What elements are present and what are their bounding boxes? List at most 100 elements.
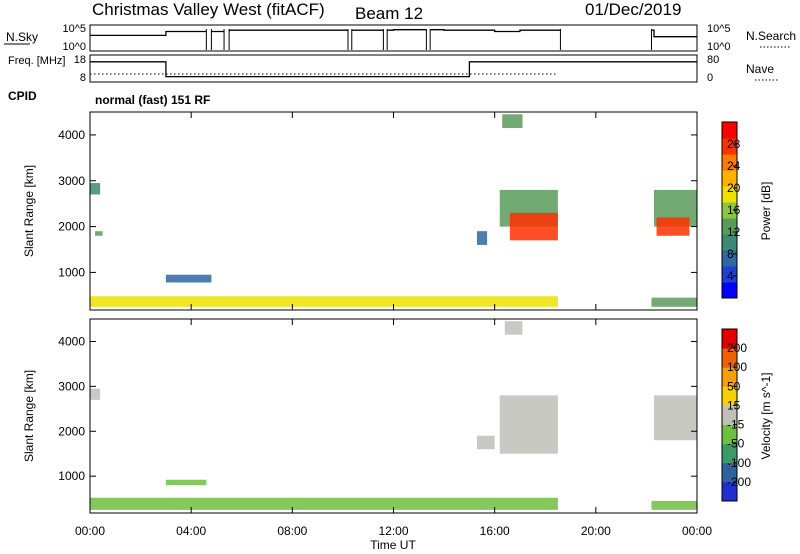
nsky-panel: N.Sky 10^5 10^0 10^5 10^0 N.Search bbox=[4, 23, 796, 53]
nsky-tick-right-bottom: 10^0 bbox=[707, 41, 731, 53]
beam-label: Beam 12 bbox=[355, 4, 423, 23]
velocity-colorbar-swatch bbox=[722, 481, 737, 502]
power-echo-region bbox=[95, 231, 103, 236]
power-colorbar-tick-label: 4 bbox=[727, 269, 734, 283]
freq-tick-left-top: 18 bbox=[74, 54, 86, 66]
velocity-colorbar-tick-label: -200 bbox=[727, 475, 751, 489]
velocity-colorbar-swatch bbox=[722, 424, 737, 445]
power-colorbar-tick-label: 16 bbox=[727, 203, 741, 217]
power-ytick-label: 1000 bbox=[58, 265, 85, 279]
freq-series bbox=[90, 61, 697, 78]
nsky-frame bbox=[89, 24, 698, 52]
power-colorbar-swatch bbox=[722, 234, 737, 251]
velocity-colorbar-tick-label: 50 bbox=[727, 379, 741, 393]
power-echo-region bbox=[476, 231, 488, 245]
power-colorbar-swatch bbox=[722, 170, 737, 187]
velocity-data bbox=[90, 321, 697, 510]
power-colorbar-swatch bbox=[722, 122, 737, 139]
power-data bbox=[90, 114, 697, 307]
nsky-gap bbox=[224, 26, 230, 50]
velocity-ylabel: Slant Range [km] bbox=[22, 370, 36, 462]
time-tick-label: 20:00 bbox=[581, 524, 611, 538]
power-colorbar-swatch bbox=[722, 202, 737, 219]
power-echo-region bbox=[656, 217, 690, 236]
power-colorbar-tick-label: 8 bbox=[727, 247, 734, 261]
nsky-tick-left-bottom: 10^0 bbox=[62, 41, 86, 53]
velocity-colorbar-frame bbox=[721, 328, 738, 502]
nsky-tick-left-top: 10^5 bbox=[62, 23, 86, 35]
freq-tick-left-bottom: 8 bbox=[80, 72, 86, 84]
velocity-ytick-label: 4000 bbox=[58, 334, 85, 348]
velocity-echo-region bbox=[654, 395, 697, 441]
velocity-colorbar-tick-label: -100 bbox=[727, 456, 751, 470]
velocity-colorbar-label: Velocity [m s^-1] bbox=[759, 373, 773, 460]
nsky-series bbox=[90, 26, 697, 50]
nave-label: Nave bbox=[746, 62, 774, 76]
nsky-ylabel: N.Sky bbox=[6, 30, 38, 44]
power-panel: 1000 2000 3000 4000 Slant Range [km] 4 8 12 16… bbox=[22, 111, 773, 311]
velocity-colorbar-tick-label: 15 bbox=[727, 398, 741, 412]
velocity-echo-region bbox=[476, 435, 495, 450]
velocity-panel: 1000 2000 3000 4000 00:00 04:00 08:00 12:00 16:… bbox=[22, 112, 773, 552]
station-title: Christmas Valley West (fitACF) bbox=[92, 0, 325, 19]
freq-panel: Freq. [MHz] 18 8 80 0 Nave bbox=[8, 54, 778, 84]
power-colorbar-tick-label: 28 bbox=[727, 137, 741, 151]
time-axis-label: Time UT bbox=[370, 538, 416, 552]
power-colorbar-tick-label: 24 bbox=[727, 159, 741, 173]
velocity-y-axis: 1000 2000 3000 4000 bbox=[58, 334, 697, 483]
time-tick-label: 12:00 bbox=[378, 524, 408, 538]
nsearch-label: N.Search bbox=[746, 29, 796, 43]
power-colorbar: 4 8 12 16 20 24 28 bbox=[721, 121, 741, 299]
nsky-gap bbox=[383, 26, 388, 50]
date-label: 01/Dec/2019 bbox=[585, 0, 681, 19]
velocity-colorbar-swatch bbox=[722, 386, 737, 406]
power-y-axis: 1000 2000 3000 4000 bbox=[58, 128, 697, 279]
velocity-colorbar-swatch bbox=[722, 405, 737, 426]
power-ytick-label: 2000 bbox=[58, 220, 85, 234]
velocity-colorbar-tick-label: -15 bbox=[727, 418, 745, 432]
time-tick-label: 00:00 bbox=[682, 524, 712, 538]
velocity-colorbar-tick-label: 100 bbox=[727, 360, 747, 374]
power-echo-region bbox=[165, 274, 212, 283]
velocity-colorbar-tick-label: -50 bbox=[727, 437, 745, 451]
nsky-line bbox=[90, 29, 697, 38]
velocity-x-axis: 00:00 04:00 08:00 12:00 16:00 20:00 00:00 bbox=[75, 112, 712, 538]
velocity-ytick-label: 2000 bbox=[58, 424, 85, 438]
velocity-echo-region bbox=[651, 500, 697, 510]
cpid-value: normal (fast) 151 RF bbox=[95, 93, 210, 107]
power-echo-region bbox=[90, 296, 558, 307]
power-colorbar-swatch bbox=[722, 282, 737, 299]
power-echo-region bbox=[651, 297, 697, 307]
velocity-colorbar-swatch bbox=[722, 329, 737, 349]
velocity-ytick-label: 3000 bbox=[58, 379, 85, 393]
time-tick-label: 16:00 bbox=[480, 524, 510, 538]
freq-tick-right-top: 80 bbox=[707, 54, 719, 66]
power-colorbar-swatch bbox=[722, 186, 737, 203]
power-colorbar-swatch bbox=[722, 266, 737, 283]
velocity-colorbar-swatch bbox=[722, 348, 737, 368]
power-colorbar-label: Power [dB] bbox=[759, 182, 773, 241]
velocity-ytick-label: 1000 bbox=[58, 469, 85, 483]
velocity-colorbar-swatch bbox=[722, 462, 737, 483]
freq-ylabel: Freq. [MHz] bbox=[8, 55, 65, 67]
nsky-gap bbox=[560, 26, 652, 50]
power-echo-region bbox=[90, 183, 101, 195]
cpid-label: CPID bbox=[8, 89, 37, 103]
velocity-colorbar-swatch bbox=[722, 443, 737, 464]
velocity-echo-region bbox=[499, 395, 558, 454]
velocity-echo-region bbox=[504, 321, 523, 335]
velocity-colorbar-swatch bbox=[722, 367, 737, 387]
nsky-gap bbox=[426, 26, 431, 50]
power-colorbar-tick-label: 12 bbox=[727, 225, 741, 239]
power-ytick-label: 3000 bbox=[58, 174, 85, 188]
power-ytick-label: 4000 bbox=[58, 128, 85, 142]
velocity-echo-region bbox=[90, 497, 558, 510]
power-colorbar-swatch bbox=[722, 218, 737, 235]
nsky-gap bbox=[347, 26, 352, 50]
velocity-colorbar: 200 100 50 15 -15 -50 -100 -200 bbox=[721, 328, 751, 502]
freq-line bbox=[90, 61, 697, 78]
power-colorbar-swatch bbox=[722, 138, 737, 155]
time-tick-label: 08:00 bbox=[277, 524, 307, 538]
power-echo-region bbox=[502, 114, 523, 129]
velocity-echo-region bbox=[90, 388, 101, 400]
